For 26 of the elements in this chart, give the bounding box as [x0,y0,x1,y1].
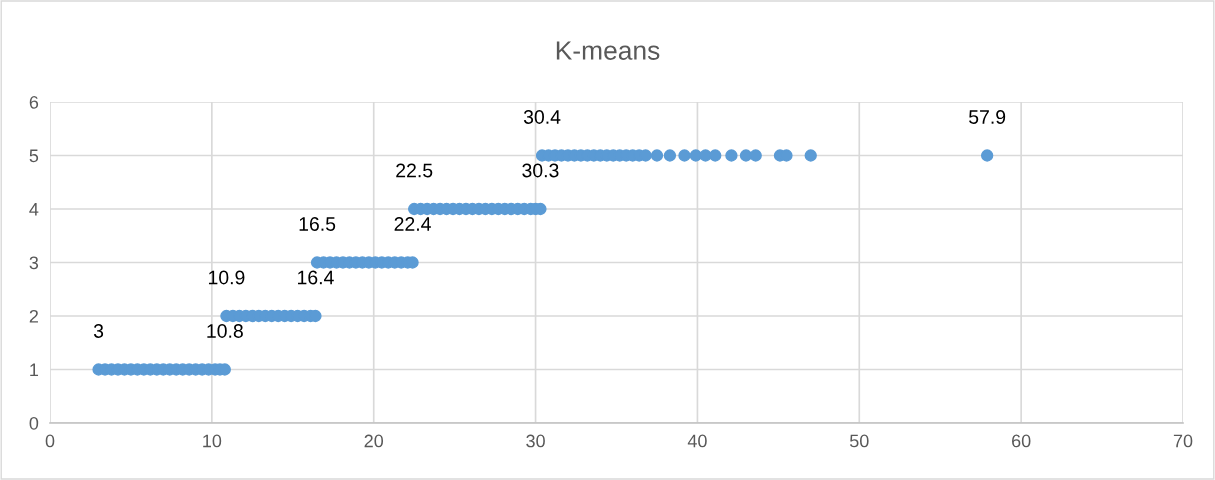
x-tick-label: 10 [203,434,222,448]
annotation: 10.8 [207,324,243,338]
x-tick-label: 30 [526,434,545,448]
y-tick-label: 2 [29,309,38,323]
x-tick-label: 0 [45,434,55,448]
y-tick-label: 0 [29,416,39,430]
y-tick-label: 1 [30,363,39,377]
x-tick-label: 70 [1173,434,1193,448]
annotation: 22.5 [396,163,433,178]
x-tick-label: 50 [849,434,869,448]
annotation: 57.9 [969,110,1006,124]
x-tick-label: 40 [687,434,707,448]
annotation: 30.3 [522,163,559,178]
y-tick-label: 5 [29,149,39,163]
x-tick-label: 20 [364,434,384,448]
y-tick-label: 6 [29,95,39,109]
annotation: 16.4 [298,270,334,285]
annotation: 10.9 [208,270,245,285]
annotation: 16.5 [299,217,336,231]
y-tick-label: 4 [29,203,39,216]
y-tick-label: 3 [29,256,39,270]
chart-title: K-means [556,41,660,60]
x-tick-label: 60 [1012,434,1031,448]
annotation: 3 [93,324,104,338]
annotation: 30.4 [523,110,561,124]
annotation: 22.4 [394,217,431,231]
